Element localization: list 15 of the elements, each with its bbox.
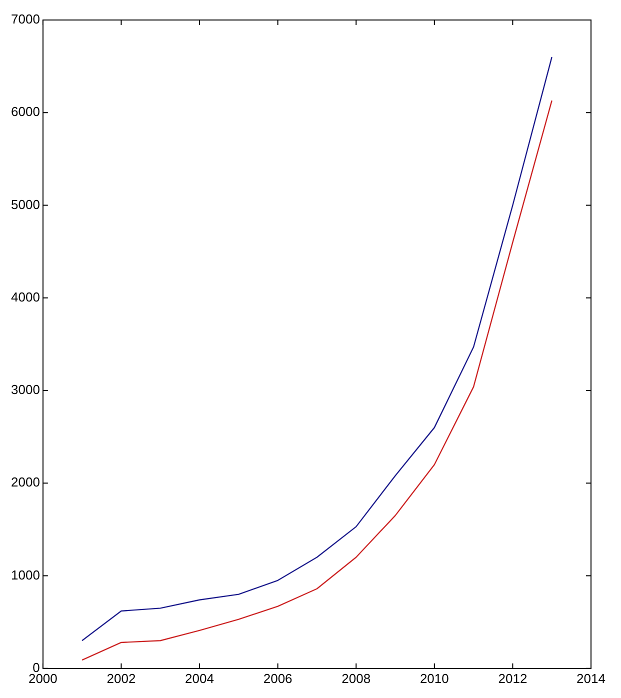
x-tick-label: 2002 xyxy=(106,670,136,686)
y-tick-label: 2000 xyxy=(11,474,40,490)
x-tick-label: 2006 xyxy=(263,670,292,686)
x-tick-label: 2010 xyxy=(420,670,449,686)
y-tick-label: 1000 xyxy=(11,567,40,582)
y-tick-label: 4000 xyxy=(11,289,40,304)
y-tick-label: 6000 xyxy=(11,104,40,120)
x-tick-label: 2008 xyxy=(342,670,371,686)
x-tick-label: 2004 xyxy=(185,670,214,686)
x-tick-label: 2012 xyxy=(498,670,528,686)
x-tick-label: 2014 xyxy=(576,670,606,686)
y-tick-label: 3000 xyxy=(11,382,40,398)
y-tick-label: 0 xyxy=(32,660,40,675)
y-tick-label: 7000 xyxy=(11,12,40,27)
y-tick-label: 5000 xyxy=(11,196,40,212)
